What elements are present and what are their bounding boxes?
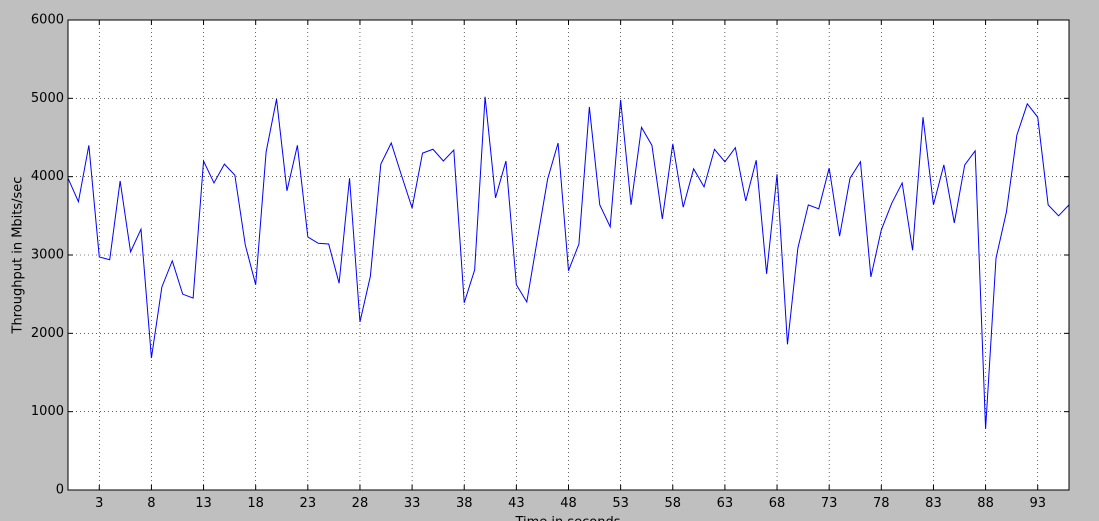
y-tick-label: 2000 (31, 326, 64, 341)
x-tick-label: 38 (456, 496, 473, 511)
x-tick-label: 8 (147, 496, 155, 511)
plot-border (67, 19, 1070, 491)
y-tick-label: 5000 (31, 91, 64, 106)
y-tick-label: 1000 (31, 404, 64, 419)
x-tick-label: 18 (247, 496, 264, 511)
y-tick-label: 4000 (31, 169, 64, 184)
x-tick-label: 33 (404, 496, 421, 511)
x-tick-label: 13 (195, 496, 212, 511)
y-axis-label: Throughput in Mbits/sec (11, 177, 26, 335)
x-tick-label: 68 (769, 496, 786, 511)
y-tick-label: 6000 (31, 13, 64, 28)
x-tick-label: 88 (977, 496, 994, 511)
line-series (67, 96, 1070, 429)
x-tick-label: 53 (612, 496, 629, 511)
x-tick-label: 28 (352, 496, 369, 511)
x-tick-label: 93 (1029, 496, 1046, 511)
x-tick-label: 63 (717, 496, 734, 511)
y-tick-label: 0 (56, 483, 64, 498)
y-tick-label: 3000 (31, 248, 64, 263)
x-tick-label: 73 (821, 496, 838, 511)
x-tick-label: 48 (560, 496, 577, 511)
x-tick-label: 78 (873, 496, 890, 511)
x-tick-label: 3 (95, 496, 103, 511)
x-tick-label: 83 (925, 496, 942, 511)
x-tick-label: 23 (300, 496, 317, 511)
x-tick-label: 43 (508, 496, 525, 511)
x-tick-label: 58 (664, 496, 681, 511)
x-axis-label: Time in seconds (514, 515, 620, 521)
